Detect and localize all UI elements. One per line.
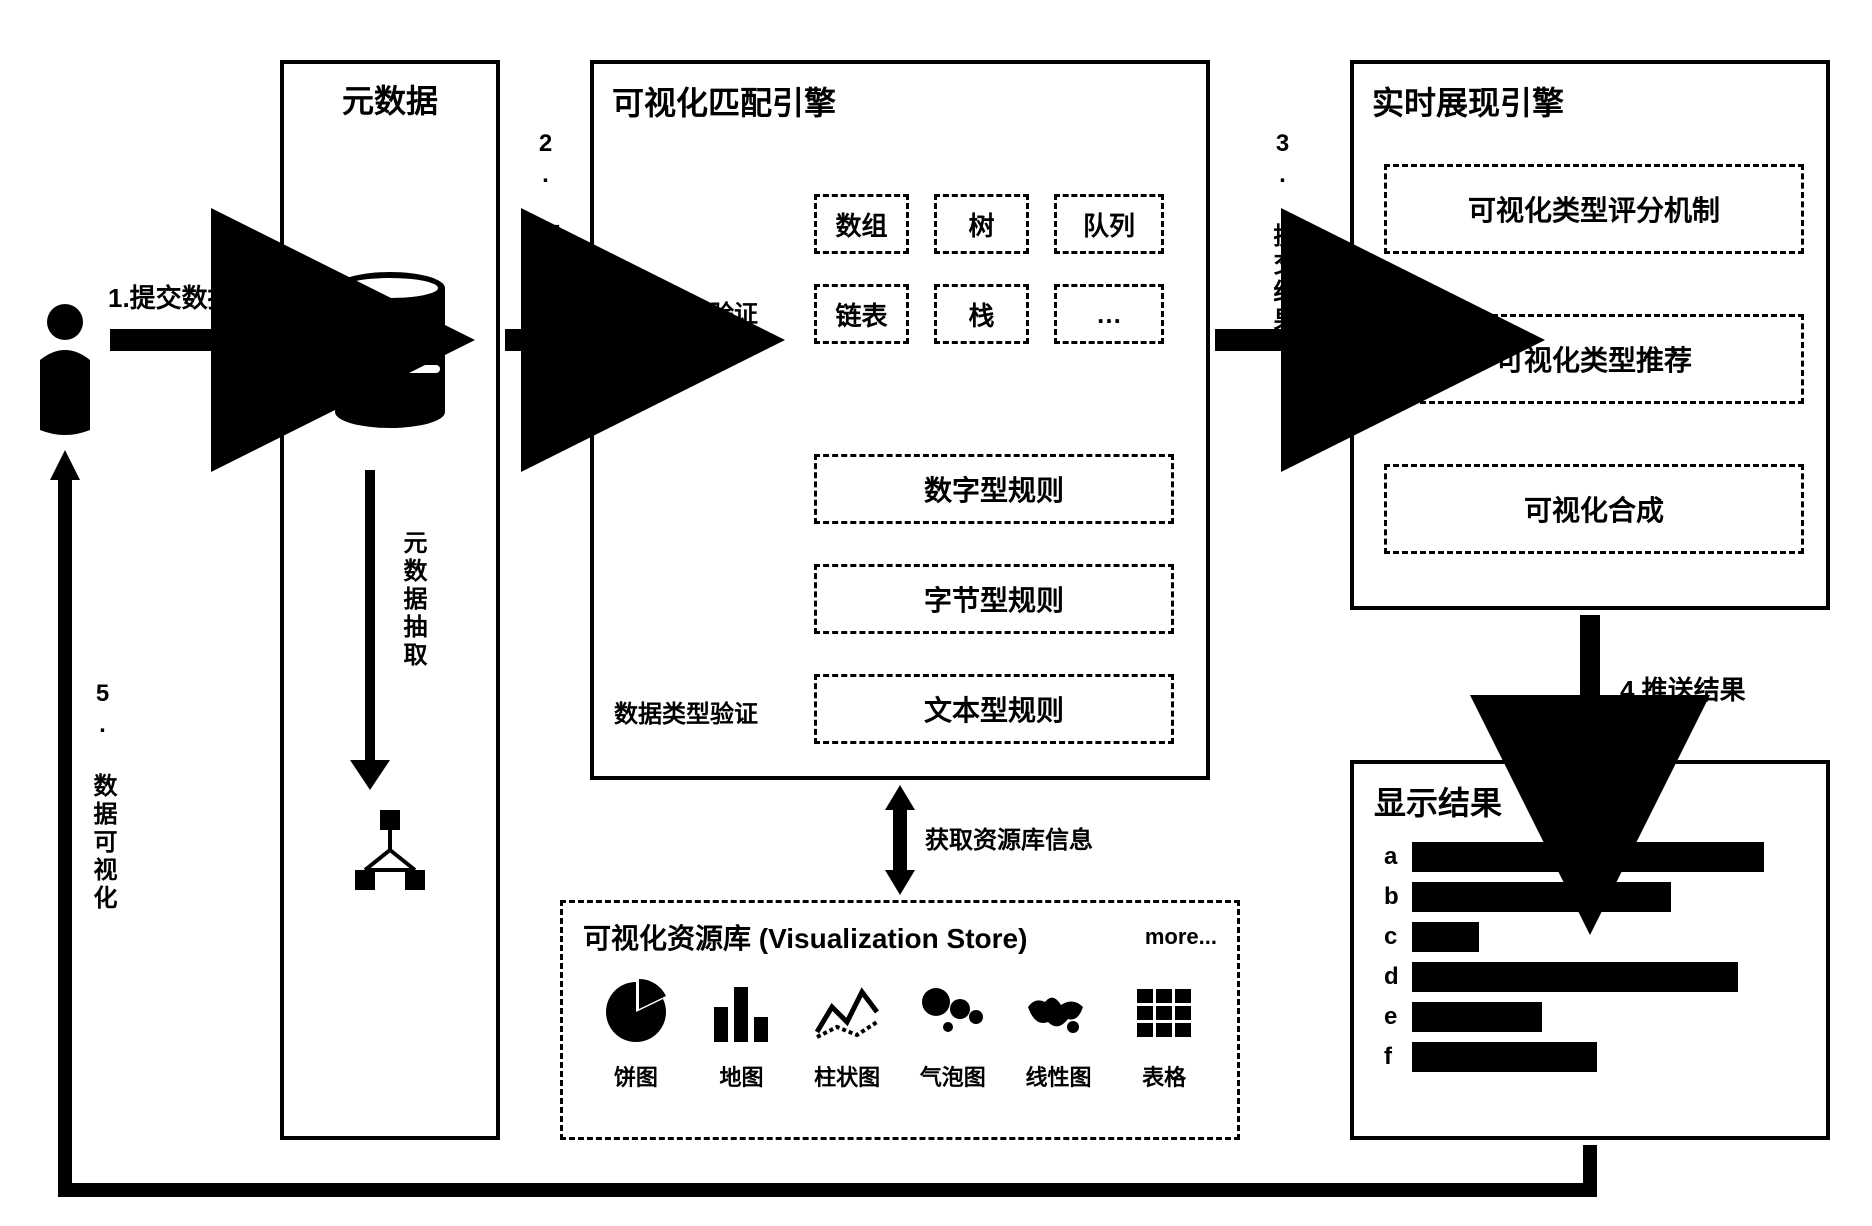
arrow-2-label: 2. 匹配规则 — [528, 130, 563, 335]
metadata-title: 元数据 — [284, 76, 496, 122]
ds-item-1: 树 — [934, 194, 1029, 254]
database-icon — [330, 270, 450, 430]
result-bar-row: a — [1384, 842, 1806, 872]
store-item-pie: 饼图 — [601, 977, 671, 1092]
result-bar-row: b — [1384, 882, 1806, 912]
bubble-icon — [918, 977, 988, 1047]
realtime-box: 实时展现引擎 可视化类型评分机制 可视化类型推荐 可视化合成 — [1350, 60, 1830, 610]
result-bar — [1412, 842, 1764, 872]
store-item-table: 表格 — [1129, 977, 1199, 1092]
result-bar-label: f — [1384, 1043, 1412, 1071]
pie-icon — [601, 977, 671, 1047]
result-bar — [1412, 922, 1479, 952]
result-bar — [1412, 882, 1671, 912]
tree-icon — [350, 810, 430, 900]
person-icon — [30, 300, 100, 440]
result-bar-label: a — [1384, 843, 1412, 871]
result-bar-row: d — [1384, 962, 1806, 992]
rt-item-2: 可视化合成 — [1384, 464, 1804, 554]
extract-label: 元数据抽取 — [395, 530, 430, 670]
ds-label: 数据结构验证 — [614, 294, 758, 329]
arrow-4-label: 4.推送结果 — [1620, 670, 1746, 707]
result-bar — [1412, 962, 1738, 992]
ds-item-2: 队列 — [1054, 194, 1164, 254]
ds-item-5: … — [1054, 284, 1164, 344]
ds-item-4: 栈 — [934, 284, 1029, 344]
result-bar-row: e — [1384, 1002, 1806, 1032]
store-title: 可视化资源库 (Visualization Store) — [583, 917, 1027, 957]
store-get-label: 获取资源库信息 — [925, 820, 1093, 855]
arrow-3-label: 3. 提交结果 — [1265, 130, 1300, 335]
arrow-1-label: 1.提交数据 — [108, 278, 234, 315]
dt-item-2: 文本型规则 — [814, 674, 1174, 744]
result-bar-label: e — [1384, 1003, 1412, 1031]
store-item-line: 柱状图 — [812, 977, 882, 1092]
rt-item-0: 可视化类型评分机制 — [1384, 164, 1804, 254]
map-icon — [1023, 977, 1093, 1047]
dt-label: 数据类型验证 — [614, 694, 758, 729]
ds-item-0: 数组 — [814, 194, 909, 254]
result-bar-label: b — [1384, 883, 1412, 911]
bar-icon — [706, 977, 776, 1047]
result-bar-label: c — [1384, 923, 1412, 951]
result-box: 显示结果 abcdef — [1350, 760, 1830, 1140]
result-bar — [1412, 1002, 1542, 1032]
store-more: more... — [1145, 924, 1217, 950]
metadata-box: 元数据 — [280, 60, 500, 1140]
realtime-title: 实时展现引擎 — [1372, 78, 1808, 124]
result-bar — [1412, 1042, 1597, 1072]
dt-item-1: 字节型规则 — [814, 564, 1174, 634]
store-item-bar: 地图 — [706, 977, 776, 1092]
column-icon — [812, 977, 882, 1047]
result-bar-row: c — [1384, 922, 1806, 952]
store-box: 可视化资源库 (Visualization Store) more... 饼图 … — [560, 900, 1240, 1140]
engine-box: 可视化匹配引擎 数据结构验证 数组 树 队列 链表 栈 … 数据类型验证 数字型… — [590, 60, 1210, 780]
ds-item-3: 链表 — [814, 284, 909, 344]
result-bar-label: d — [1384, 963, 1412, 991]
engine-title: 可视化匹配引擎 — [612, 78, 1188, 124]
result-title: 显示结果 — [1374, 778, 1806, 824]
store-item-bubble: 气泡图 — [918, 977, 988, 1092]
table-icon — [1129, 977, 1199, 1047]
result-bar-row: f — [1384, 1042, 1806, 1072]
rt-item-1: 可视化类型推荐 — [1384, 314, 1804, 404]
store-item-map: 线性图 — [1023, 977, 1093, 1092]
arrow-5-label: 5. 数据可视化 — [85, 680, 120, 913]
store-items-row: 饼图 地图 柱状图 气泡图 — [583, 977, 1217, 1092]
result-chart: abcdef — [1384, 842, 1806, 1072]
dt-item-0: 数字型规则 — [814, 454, 1174, 524]
